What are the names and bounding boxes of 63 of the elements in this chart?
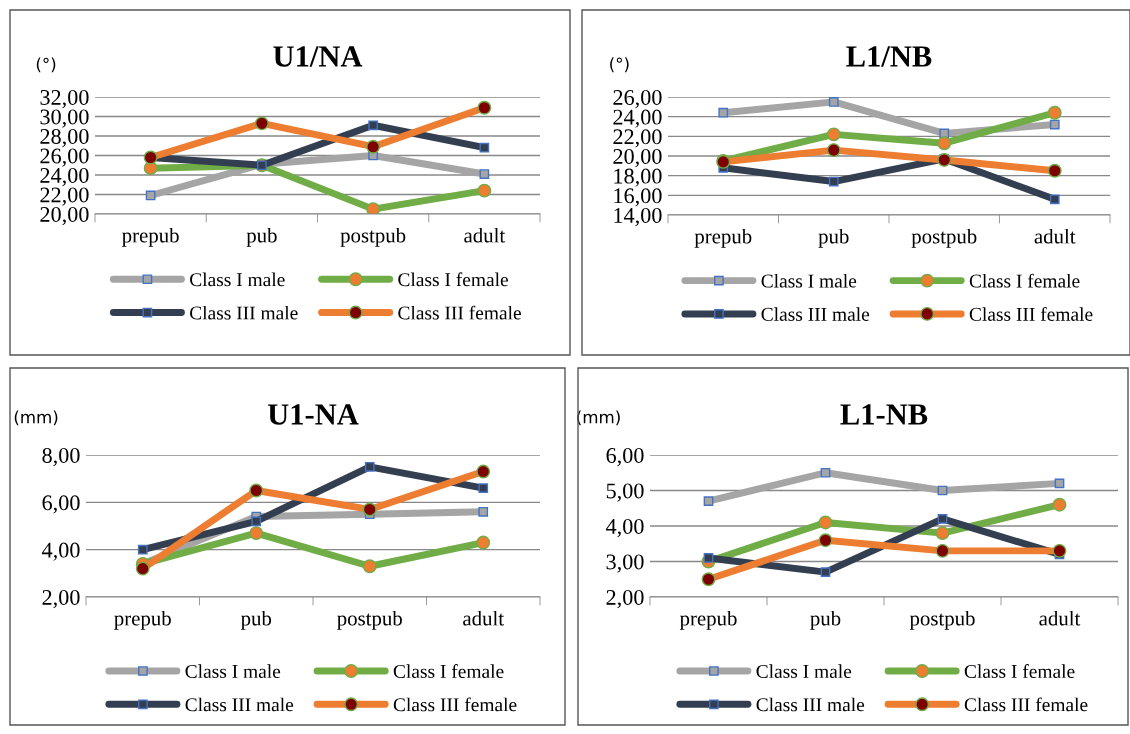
legend-label: Class I male: [185, 664, 281, 678]
y-tick-label: 3,00: [606, 554, 644, 573]
chart-title: U1/NA: [273, 46, 363, 67]
y-tick-label: 4,00: [41, 542, 80, 561]
x-tick-label: pub: [818, 228, 849, 248]
x-tick-label: adult: [1034, 228, 1076, 244]
y-tick-label: 2,00: [606, 589, 644, 609]
legend-label: Class I male: [190, 272, 285, 287]
y-tick-label: 6,00: [606, 447, 644, 467]
legend-label: Class III female: [969, 307, 1093, 321]
y-tick-label: 24,00: [613, 109, 662, 128]
y-axis-title: (mm): [577, 410, 620, 426]
y-tick-label: 20,00: [40, 206, 89, 226]
x-tick-label: adult: [463, 610, 504, 626]
x-tick-label: postpub: [909, 610, 975, 630]
legend-label: Class III male: [756, 697, 865, 712]
legend-label: Class III female: [398, 305, 521, 320]
y-tick-label: 8,00: [42, 447, 80, 467]
x-tick-label: pub: [240, 610, 272, 630]
legend-label: Class I female: [964, 664, 1075, 678]
x-tick-label: adult: [464, 227, 506, 243]
legend-label: Class I male: [756, 664, 852, 678]
legend-label: Class III female: [393, 697, 517, 712]
legend-label: Class I female: [393, 664, 504, 678]
legend-label: Class III male: [761, 307, 870, 321]
y-tick-label: 4,00: [605, 518, 644, 538]
legend-label: Class III female: [964, 697, 1088, 712]
legend-label: Class III male: [190, 305, 298, 320]
legend-label: Class I male: [761, 273, 857, 288]
y-tick-label: 30,00: [40, 109, 89, 128]
chart-title: L1/NB: [846, 46, 932, 67]
y-tick-label: 26,00: [40, 148, 89, 167]
y-axis-title: (°): [36, 57, 56, 73]
x-tick-label: postpub: [340, 227, 406, 247]
legend-label: Class I female: [969, 273, 1080, 288]
legend-label: Class I female: [398, 272, 508, 287]
y-tick-label: 2,00: [42, 589, 80, 609]
y-tick-label: 14,00: [614, 207, 662, 227]
y-tick-label: 24,00: [40, 167, 89, 187]
y-tick-label: 6,00: [42, 495, 80, 514]
x-tick-label: prepub: [694, 228, 752, 248]
y-tick-label: 22,00: [40, 187, 89, 206]
x-tick-label: prepub: [114, 610, 171, 630]
x-tick-label: prepub: [679, 610, 737, 630]
chart-title: L1-NB: [840, 404, 928, 425]
y-axis-title: (°): [610, 57, 629, 73]
x-tick-label: pub: [810, 610, 841, 630]
x-tick-label: postpub: [911, 228, 977, 248]
chart-title: U1-NA: [267, 404, 359, 425]
y-tick-label: 28,00: [40, 128, 89, 148]
x-tick-label: pub: [246, 227, 277, 247]
x-tick-label: prepub: [122, 227, 179, 247]
y-tick-label: 18,00: [614, 168, 662, 187]
x-tick-label: postpub: [337, 610, 402, 630]
legend-label: Class III male: [185, 697, 294, 712]
y-tick-label: 20,00: [613, 148, 662, 168]
y-tick-label: 32,00: [40, 89, 89, 109]
x-tick-label: adult: [1039, 610, 1081, 626]
y-tick-label: 26,00: [613, 89, 662, 109]
y-axis-title: (mm): [14, 410, 58, 426]
y-tick-label: 5,00: [606, 483, 644, 502]
y-tick-label: 16,00: [614, 188, 662, 207]
y-tick-label: 22,00: [613, 129, 662, 148]
